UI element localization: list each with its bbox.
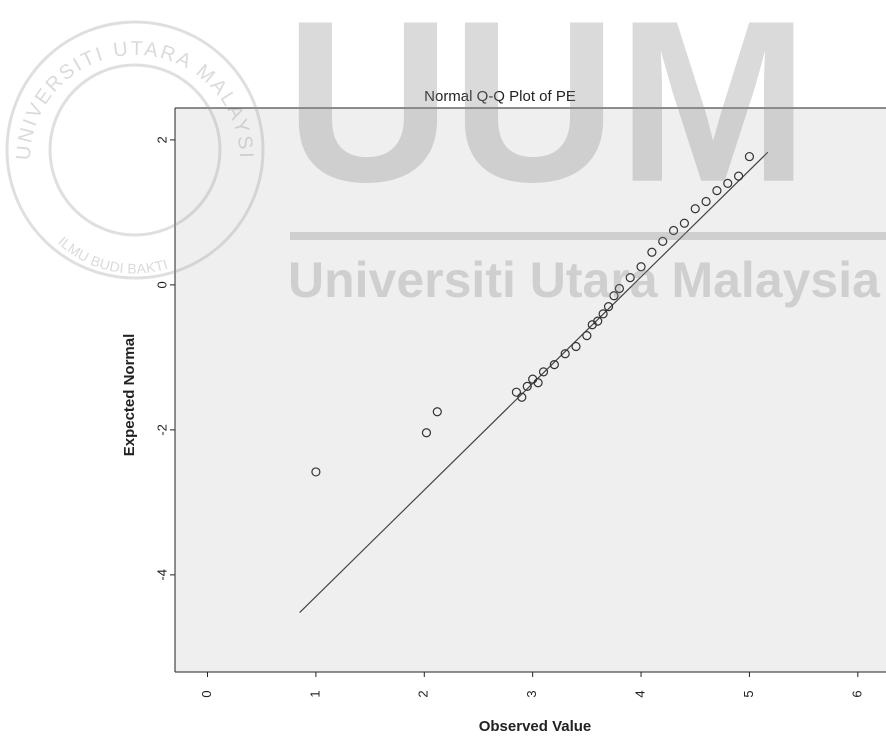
point bbox=[668, 225, 679, 236]
y-tick-label: -2 bbox=[154, 424, 169, 436]
y-tick-label: 0 bbox=[154, 281, 169, 288]
x-tick-label: 5 bbox=[741, 690, 756, 697]
x-axis-label: Observed Value bbox=[479, 718, 592, 735]
seal-bottom: ILMU BUDI BAKTI bbox=[55, 233, 169, 276]
point bbox=[625, 273, 635, 283]
point bbox=[533, 378, 543, 388]
point bbox=[744, 151, 755, 162]
point bbox=[647, 247, 657, 257]
point bbox=[538, 367, 549, 377]
point bbox=[522, 381, 532, 391]
seal-text: ILMU BUDI BAKTI bbox=[55, 233, 169, 276]
point bbox=[609, 291, 619, 301]
point bbox=[582, 331, 592, 341]
point bbox=[571, 341, 581, 352]
point bbox=[690, 204, 700, 214]
point bbox=[733, 171, 744, 181]
point bbox=[723, 178, 733, 188]
x-tick-label: 0 bbox=[199, 690, 214, 697]
y-tick-label: -4 bbox=[154, 569, 169, 581]
point bbox=[614, 283, 624, 294]
seal-ring bbox=[5, 20, 265, 280]
y-tick-label: 2 bbox=[154, 136, 169, 143]
point bbox=[603, 302, 614, 312]
point bbox=[432, 407, 442, 417]
watermark: UNIVERSITI UTARA MALAYSIA ILMU BUDI BAKT… bbox=[0, 0, 886, 308]
x-tick-label: 6 bbox=[849, 690, 864, 697]
y-axis-label: Expected Normal bbox=[121, 334, 138, 457]
seal-inner bbox=[48, 63, 222, 237]
watermark-rule bbox=[290, 232, 886, 240]
x-tick-label: 1 bbox=[307, 690, 322, 697]
point bbox=[712, 186, 722, 196]
plot-area bbox=[175, 108, 886, 672]
chart-title: Normal Q-Q Plot of PE bbox=[424, 88, 576, 105]
x-tick-label: 2 bbox=[416, 690, 431, 697]
point bbox=[560, 349, 570, 359]
x-tick-label: 3 bbox=[524, 690, 539, 697]
marks: -4 -2 0 2 0 1 2 3 4 5 6 bbox=[154, 136, 864, 697]
point bbox=[549, 360, 559, 370]
watermark-name: Universiti Utara Malaysia bbox=[288, 252, 881, 308]
point bbox=[517, 392, 527, 402]
point bbox=[658, 236, 668, 246]
point bbox=[421, 428, 432, 438]
point bbox=[701, 196, 711, 207]
watermark-big: UUM bbox=[285, 0, 809, 230]
x-tick-label: 4 bbox=[632, 690, 647, 697]
point bbox=[636, 262, 646, 272]
point bbox=[511, 387, 522, 397]
point bbox=[311, 467, 321, 477]
point bbox=[598, 309, 608, 319]
point bbox=[679, 218, 690, 228]
point bbox=[593, 316, 603, 326]
